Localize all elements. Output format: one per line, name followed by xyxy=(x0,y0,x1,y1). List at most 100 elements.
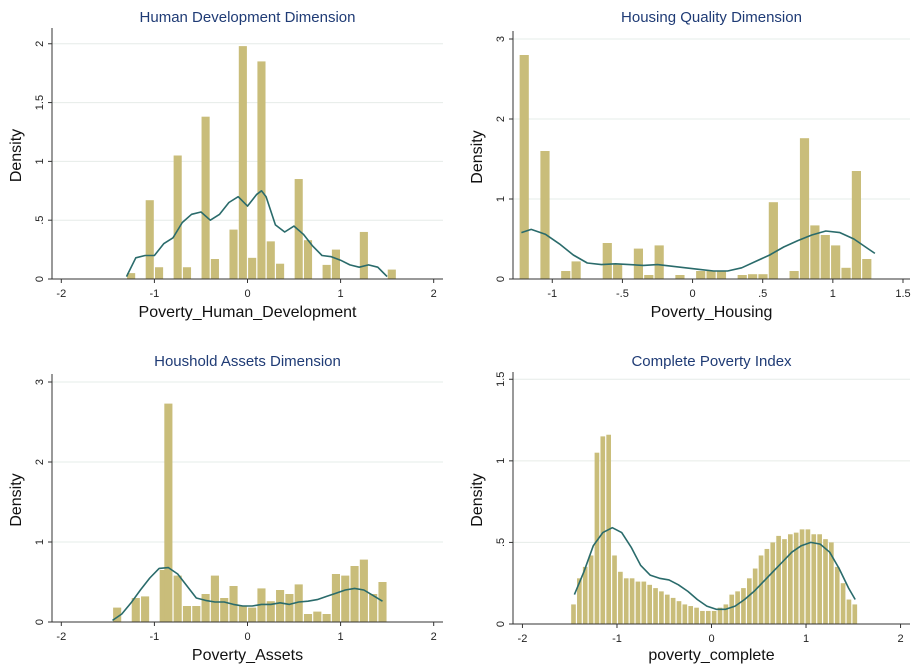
histogram-bar xyxy=(331,249,340,279)
histogram-bar xyxy=(210,575,219,622)
x-tick-label: 1.5 xyxy=(895,288,910,300)
x-tick-label: -1 xyxy=(612,633,622,645)
histogram-bar xyxy=(793,532,799,624)
histogram-bar xyxy=(192,606,201,622)
histogram-bar xyxy=(266,601,275,622)
histogram-bar xyxy=(705,610,711,624)
histogram-bar xyxy=(238,606,247,622)
histogram-bar xyxy=(571,604,576,624)
histogram-bar xyxy=(852,604,858,624)
histogram-bar xyxy=(266,241,275,279)
x-tick-label: 0 xyxy=(244,288,250,300)
y-tick-label: 2 xyxy=(34,459,46,465)
histogram-bar xyxy=(746,578,752,624)
histogram-bar xyxy=(717,607,723,624)
x-tick-label: 2 xyxy=(431,631,437,643)
histogram-bar xyxy=(694,607,699,624)
histogram-bar xyxy=(799,529,805,624)
histogram-bar xyxy=(387,269,396,279)
histogram-bar xyxy=(711,610,717,624)
histogram-bar xyxy=(113,607,122,622)
histogram-bar xyxy=(729,594,735,624)
y-tick-label: 0 xyxy=(495,621,507,627)
histogram-bar xyxy=(285,594,294,622)
histogram-bar xyxy=(303,614,313,622)
x-axis-label: poverty_complete xyxy=(648,647,774,664)
histogram-bar xyxy=(737,275,747,279)
histogram-bar xyxy=(675,275,685,279)
histogram-bar xyxy=(723,604,729,624)
histogram-bar xyxy=(618,571,623,624)
histogram-bar xyxy=(654,245,664,279)
histogram-bar xyxy=(653,588,658,624)
histogram-bar xyxy=(238,46,247,279)
histogram-bar xyxy=(716,271,727,279)
histogram-bar xyxy=(600,436,606,624)
panel-complete-poverty-index: 0 .5 1 1.5 -2 -1 0 1 2 Complete Poverty Index pove… xyxy=(469,353,910,664)
y-axis-label: Density xyxy=(469,130,486,183)
histogram-bar xyxy=(201,594,210,622)
histogram-bar xyxy=(519,55,529,279)
y-tick-label: 1.5 xyxy=(495,372,507,387)
histogram-bar xyxy=(629,578,635,624)
histogram-bar xyxy=(682,604,688,624)
chart-title: Housing Quality Dimension xyxy=(621,9,802,26)
histogram-bar xyxy=(582,566,588,624)
histogram-bar xyxy=(659,591,664,624)
y-tick-label: 0 xyxy=(34,276,46,282)
histogram-bar xyxy=(341,575,350,622)
x-tick-label: -2 xyxy=(56,288,66,300)
x-tick-label: -1 xyxy=(150,631,160,643)
histogram-bar xyxy=(141,596,150,622)
histogram-bar xyxy=(735,591,740,624)
y-tick-label: 3 xyxy=(495,36,507,42)
histogram-bar xyxy=(846,599,852,624)
histogram-bar xyxy=(588,555,594,624)
histogram-bar xyxy=(817,534,822,624)
histogram-bar xyxy=(706,271,716,279)
density-curve xyxy=(112,566,383,622)
histogram-bar xyxy=(182,606,192,622)
y-axis-label: Density xyxy=(8,129,25,182)
histogram-bar xyxy=(248,607,257,622)
y-tick-label: 1.5 xyxy=(34,95,46,110)
histogram-bar xyxy=(276,263,285,279)
histogram-bar xyxy=(782,539,787,624)
histogram-bar xyxy=(561,271,571,279)
y-tick-label: .5 xyxy=(495,538,507,547)
x-tick-label: -2 xyxy=(56,631,66,643)
histogram-bar xyxy=(764,548,770,624)
histogram-bar xyxy=(322,614,331,622)
histogram-bar xyxy=(829,542,834,624)
histogram-bar xyxy=(664,594,670,624)
histogram-bar xyxy=(577,578,582,624)
chart-title: Human Development Dimension xyxy=(140,9,356,26)
histogram-bar xyxy=(173,575,182,622)
histogram-bar xyxy=(823,539,828,624)
histogram-bar xyxy=(540,151,550,279)
histogram-bar xyxy=(811,534,817,624)
y-tick-label: 0 xyxy=(495,276,507,282)
histogram-bar xyxy=(676,601,682,624)
histogram-bar xyxy=(752,568,758,624)
histogram-bar xyxy=(155,267,164,279)
histogram-bar xyxy=(748,274,758,279)
histogram-bar xyxy=(623,578,629,624)
x-tick-label: 2 xyxy=(431,288,437,300)
y-tick-label: 1 xyxy=(34,158,46,164)
histogram-bar xyxy=(131,598,140,622)
x-tick-label: 1 xyxy=(830,288,836,300)
histogram-bar xyxy=(776,535,781,624)
histogram-bar xyxy=(294,179,303,279)
histogram-bar xyxy=(788,534,793,624)
histogram-bar xyxy=(359,231,368,279)
histogram-bar xyxy=(248,257,257,279)
histogram-bar xyxy=(688,606,694,624)
histogram-bar xyxy=(257,61,266,280)
chart-title: Houshold Assets Dimension xyxy=(154,353,341,370)
histogram-bar xyxy=(810,225,820,279)
histogram-bar xyxy=(644,275,654,279)
histogram-bar xyxy=(594,452,600,624)
histogram-bar xyxy=(612,555,617,624)
